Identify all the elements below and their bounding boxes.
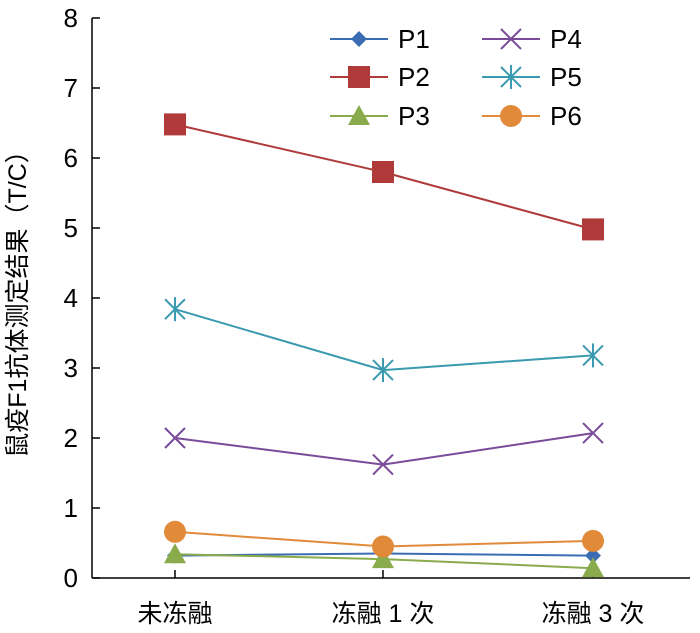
data-point-p4 bbox=[582, 422, 604, 444]
chart-axes bbox=[91, 18, 690, 579]
legend-marker bbox=[500, 105, 522, 127]
data-point-p6 bbox=[372, 535, 394, 558]
legend-label: P2 bbox=[398, 62, 430, 92]
data-point-p5 bbox=[164, 297, 186, 322]
legend-item-p4: P4 bbox=[482, 24, 582, 54]
data-point-p2 bbox=[164, 113, 186, 136]
y-tick-label: 1 bbox=[64, 493, 78, 523]
legend-marker bbox=[500, 65, 522, 89]
y-axis-label: 鼠疫F1抗体测定结果（T/C） bbox=[4, 138, 32, 457]
legend-marker bbox=[351, 31, 367, 47]
y-tick-label: 6 bbox=[64, 143, 78, 173]
x-tick-label: 未冻融 bbox=[137, 600, 212, 628]
data-point-p6 bbox=[164, 520, 186, 543]
series-p6 bbox=[164, 520, 604, 558]
y-tick-label: 5 bbox=[64, 213, 78, 243]
y-tick-label: 0 bbox=[64, 563, 78, 593]
series-p4 bbox=[164, 422, 604, 476]
legend: P1 P2 P3 P4 P5 P6 bbox=[330, 24, 582, 131]
x-tick-label: 冻融 3 次 bbox=[542, 600, 645, 628]
data-point-p4 bbox=[164, 427, 186, 449]
data-point-p5 bbox=[582, 343, 604, 368]
y-axis-ticks: 0 1 2 3 4 5 6 7 8 bbox=[64, 3, 100, 593]
data-point-p3 bbox=[372, 548, 394, 569]
data-point-p4 bbox=[372, 453, 394, 476]
legend-label: P6 bbox=[550, 101, 582, 131]
series-layer bbox=[164, 113, 604, 578]
legend-marker bbox=[348, 105, 370, 125]
y-tick-label: 4 bbox=[64, 283, 78, 313]
y-tick-label: 7 bbox=[64, 73, 78, 103]
data-point-p3 bbox=[164, 543, 186, 564]
legend-marker bbox=[500, 28, 522, 50]
y-tick-label: 2 bbox=[64, 423, 78, 453]
legend-label: P5 bbox=[550, 62, 582, 92]
legend-item-p2: P2 bbox=[330, 62, 430, 92]
legend-label: P1 bbox=[398, 24, 430, 54]
data-point-p6 bbox=[582, 529, 604, 552]
legend-label: P3 bbox=[398, 101, 430, 131]
legend-item-p3: P3 bbox=[330, 101, 430, 131]
legend-item-p5: P5 bbox=[482, 62, 582, 92]
y-tick-label: 8 bbox=[64, 3, 78, 33]
x-axis-ticks: 未冻融 冻融 1 次 冻融 3 次 bbox=[137, 570, 644, 628]
data-point-p2 bbox=[372, 161, 394, 183]
legend-item-p6: P6 bbox=[482, 101, 582, 131]
series-p5 bbox=[164, 297, 604, 383]
data-point-p5 bbox=[372, 358, 394, 383]
legend-item-p1: P1 bbox=[330, 24, 430, 54]
series-p2 bbox=[164, 113, 604, 241]
legend-label: P4 bbox=[550, 24, 582, 54]
y-tick-label: 3 bbox=[64, 353, 78, 383]
data-point-p3 bbox=[582, 557, 604, 578]
series-line-p4 bbox=[174, 432, 594, 466]
data-point-p2 bbox=[582, 218, 604, 241]
x-tick-label: 冻融 1 次 bbox=[332, 600, 435, 628]
legend-marker bbox=[348, 66, 370, 88]
series-p3 bbox=[164, 543, 604, 578]
data-point-p1 bbox=[585, 547, 601, 564]
